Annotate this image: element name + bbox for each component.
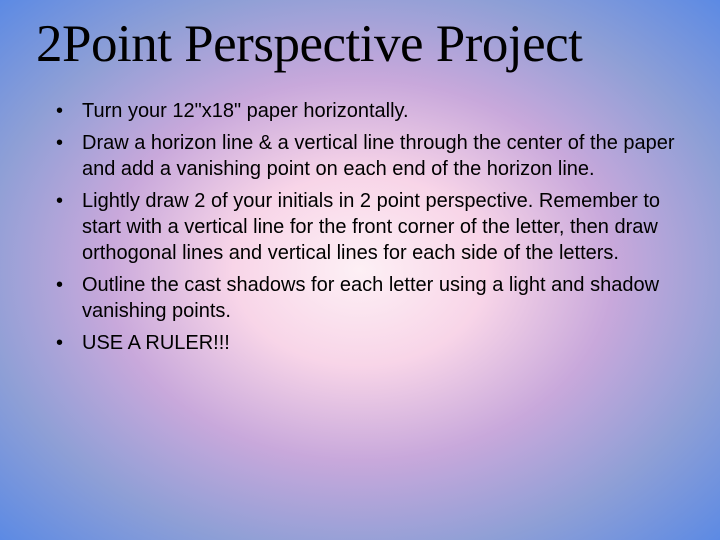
bullet-item: Outline the cast shadows for each letter… [56,272,684,324]
bullet-item: Draw a horizon line & a vertical line th… [56,130,684,182]
bullet-item: Lightly draw 2 of your initials in 2 poi… [56,188,684,266]
bullet-list: Turn your 12"x18" paper horizontally. Dr… [36,98,684,356]
slide-container: 2Point Perspective Project Turn your 12"… [0,0,720,540]
slide-title: 2Point Perspective Project [36,14,684,74]
bullet-item: Turn your 12"x18" paper horizontally. [56,98,684,124]
bullet-item: USE A RULER!!! [56,330,684,356]
